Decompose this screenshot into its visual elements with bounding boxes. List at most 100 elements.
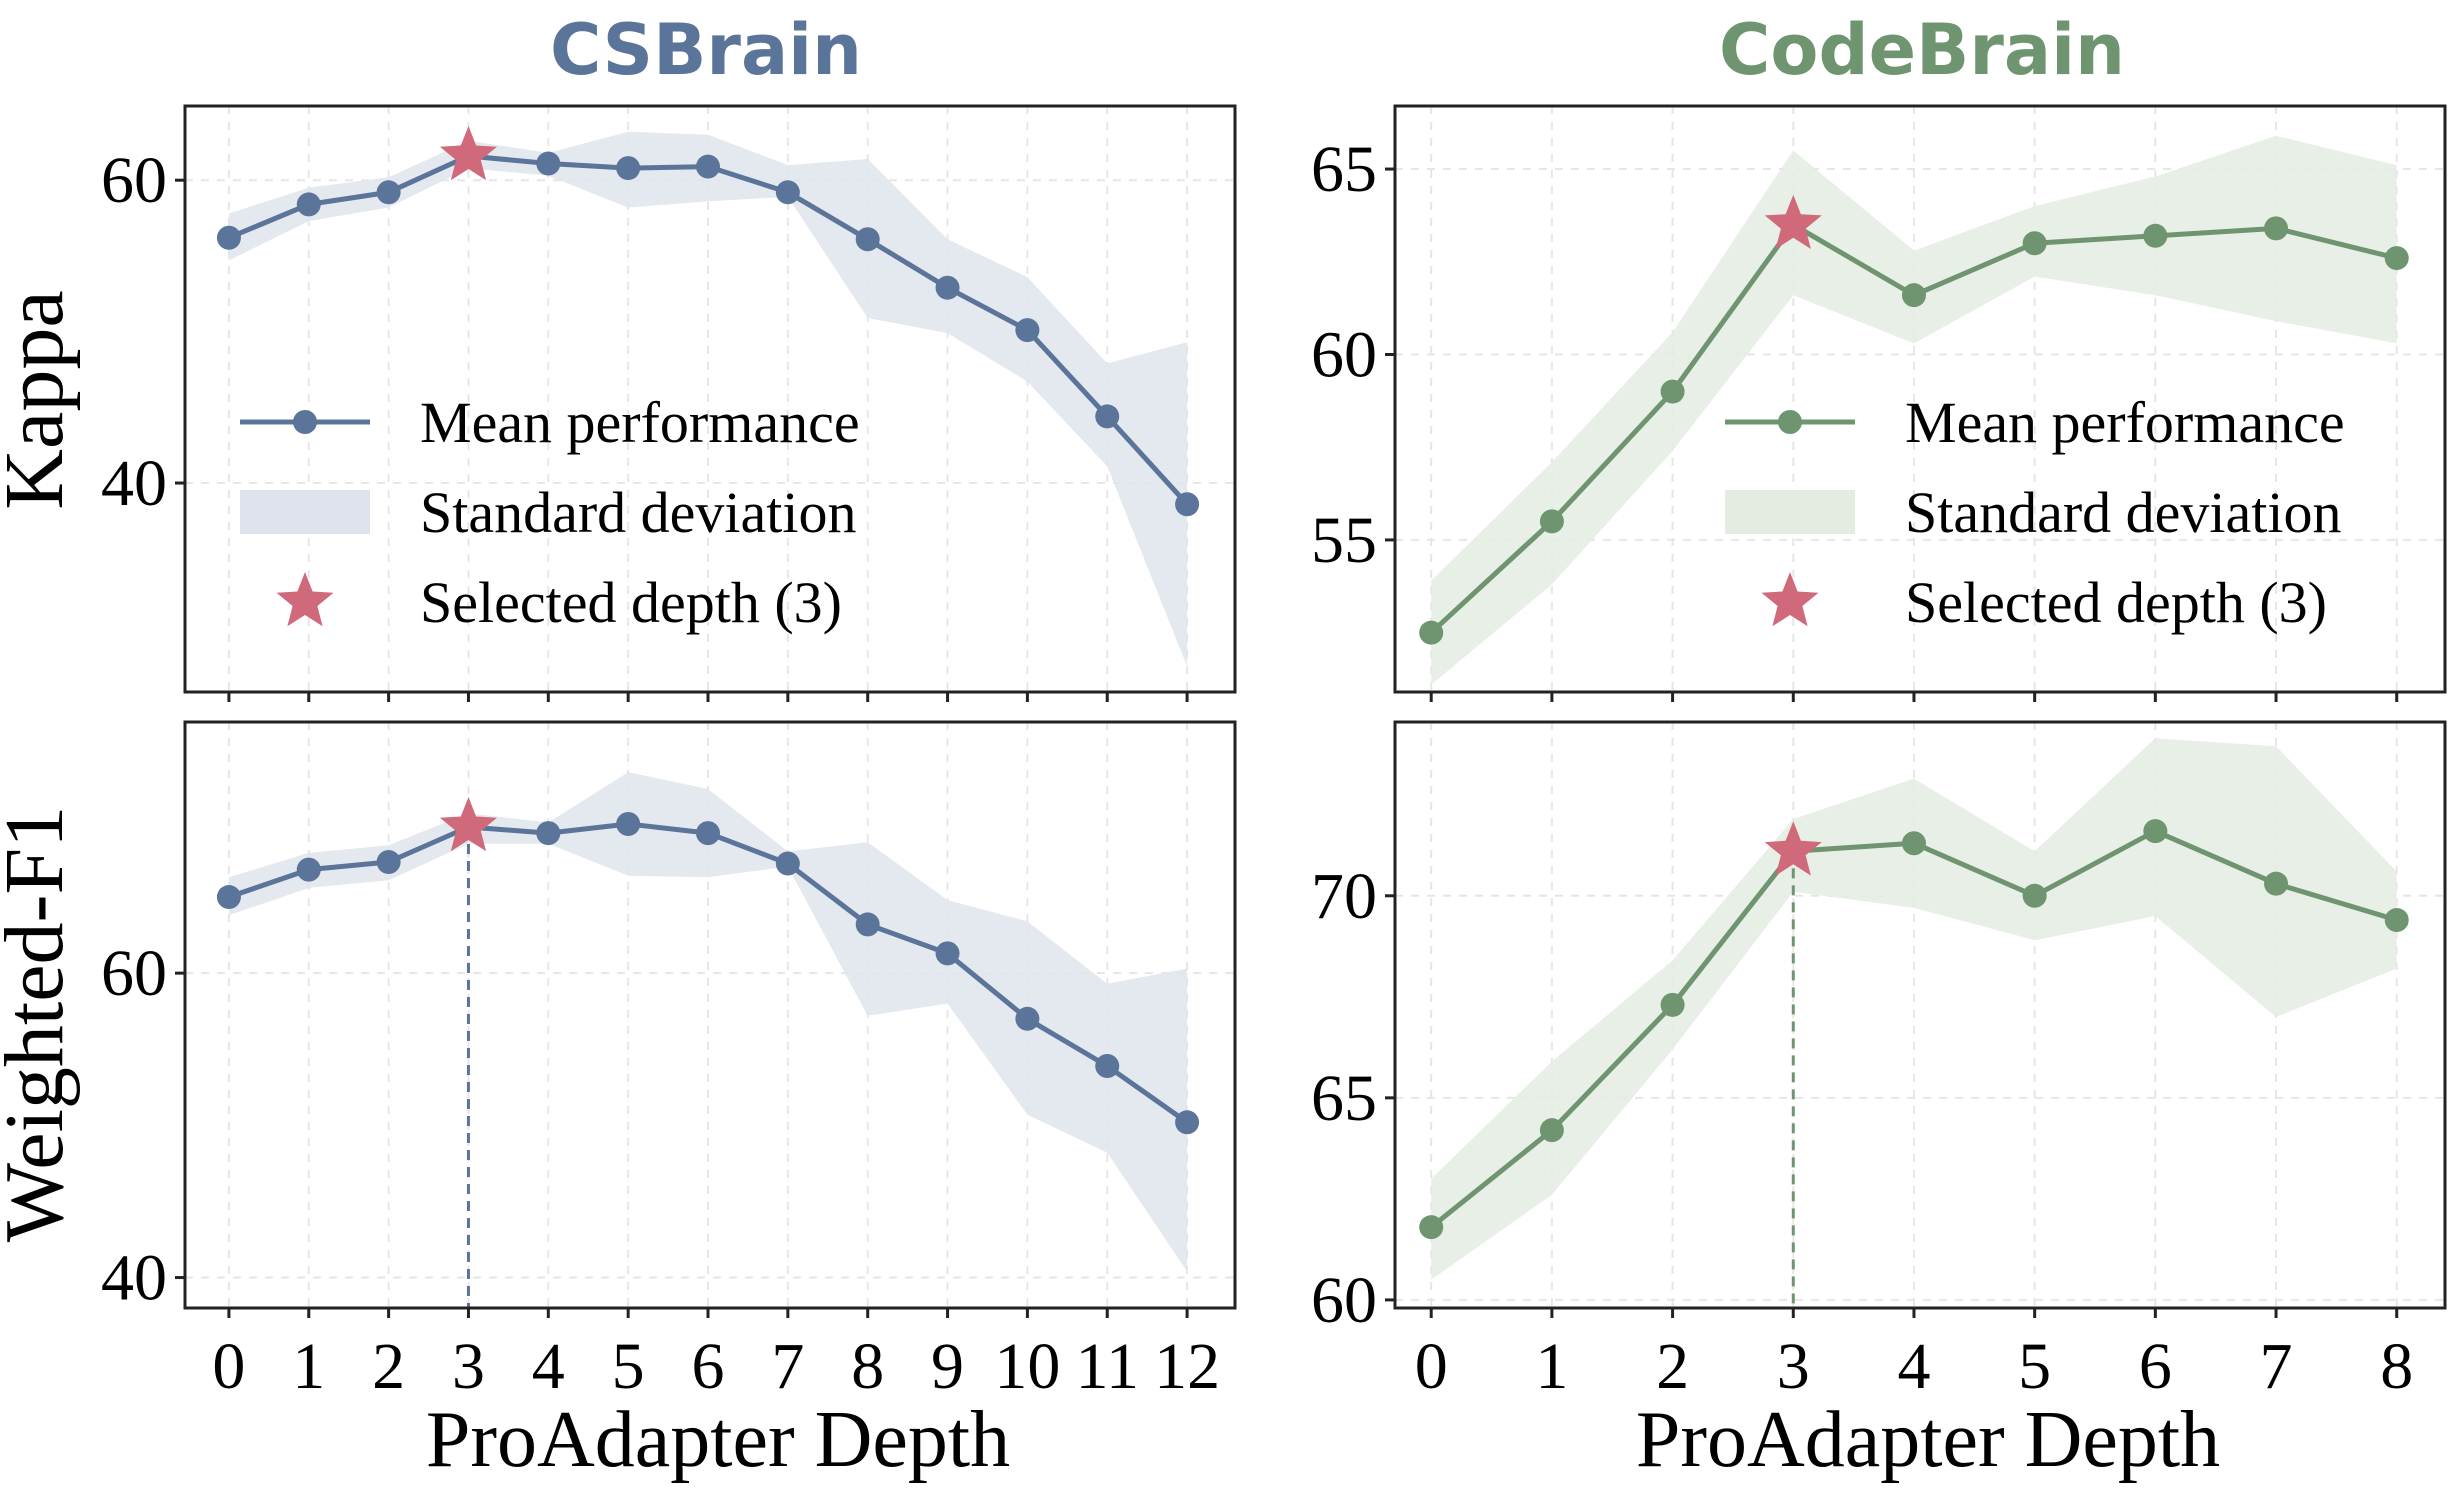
data-point	[1901, 283, 1926, 308]
std-band	[1431, 738, 2397, 1280]
x-axis-label-csbrain: ProAdapter Depth	[426, 1396, 1010, 1484]
std-band	[1431, 135, 2397, 685]
data-point	[696, 821, 721, 846]
data-point	[855, 227, 880, 252]
x-tick-label: 11	[1075, 1330, 1139, 1403]
x-tick-label: 7	[771, 1330, 804, 1403]
data-point	[1539, 509, 1564, 534]
legend-label-selected: Selected depth (3)	[420, 570, 842, 635]
data-point	[296, 857, 321, 882]
x-tick-label: 6	[692, 1330, 725, 1403]
data-point	[376, 180, 401, 205]
data-point	[2143, 223, 2168, 248]
x-tick-label: 6	[2139, 1330, 2172, 1403]
x-tick-label: 4	[1897, 1330, 1930, 1403]
legend-mean-marker	[293, 410, 317, 434]
legend-mean-marker	[1778, 410, 1802, 434]
data-point	[216, 885, 241, 910]
column-title-codebrain: CodeBrain	[1719, 9, 2125, 91]
data-point	[2264, 216, 2289, 241]
y-tick-label: 60	[1311, 1264, 1377, 1337]
data-point	[2143, 819, 2168, 844]
x-tick-label: 1	[292, 1330, 325, 1403]
data-point	[935, 941, 960, 966]
legend-std-swatch	[240, 490, 370, 534]
selected-depth-star	[439, 797, 497, 852]
y-tick-label: 60	[101, 937, 167, 1010]
x-tick-label: 2	[1656, 1330, 1689, 1403]
data-point	[696, 154, 721, 179]
plot-frame	[1393, 104, 2447, 694]
x-axis-label-codebrain: ProAdapter Depth	[1636, 1396, 2220, 1484]
data-point	[1901, 831, 1926, 856]
x-tick-label: 0	[1415, 1330, 1448, 1403]
x-tick-label: 9	[931, 1330, 964, 1403]
data-point	[1015, 318, 1040, 343]
data-point	[1419, 1215, 1444, 1240]
legend-label-std: Standard deviation	[1905, 480, 2342, 545]
row-label-kappa: Kappa	[0, 290, 81, 509]
x-tick-label: 1	[1535, 1330, 1568, 1403]
y-tick-label: 60	[101, 144, 167, 217]
x-tick-label: 0	[212, 1330, 245, 1403]
data-point	[2384, 908, 2409, 933]
plot-frame	[183, 104, 1237, 694]
data-point	[2264, 871, 2289, 896]
x-tick-label: 3	[1777, 1330, 1810, 1403]
std-band	[228, 131, 1188, 667]
data-point	[935, 275, 960, 300]
data-point	[216, 225, 241, 250]
plot-frame	[183, 720, 1237, 1310]
panel-codebrain-weighted-f1: 60 65 70 0 1 2 3 4 5 6 7 8	[1311, 720, 2447, 1403]
x-tick-label: 8	[2380, 1330, 2413, 1403]
column-title-csbrain: CSBrain	[550, 9, 862, 91]
legend-label-mean: Mean performance	[1905, 390, 2345, 455]
selected-depth-star	[439, 126, 497, 181]
y-tick-label: 40	[101, 1242, 167, 1315]
legend-label-mean: Mean performance	[420, 390, 860, 455]
panel-csbrain-kappa: 40 60 Mean performance Standard deviation Se…	[101, 104, 1237, 702]
y-tick-label: 60	[1311, 318, 1377, 391]
data-point	[775, 851, 800, 876]
selected-depth-star	[1764, 194, 1822, 249]
data-point	[376, 850, 401, 875]
legend-star-swatch	[1761, 572, 1819, 627]
data-point	[2022, 883, 2047, 908]
x-tick-label: 10	[994, 1330, 1060, 1403]
y-tick-label: 55	[1311, 504, 1377, 577]
legend-std-swatch	[1725, 490, 1855, 534]
data-point	[1095, 1053, 1120, 1078]
selected-depth-star	[1764, 821, 1822, 876]
y-tick-label: 40	[101, 447, 167, 520]
data-point	[1660, 992, 1685, 1017]
x-tick-label: 12	[1154, 1330, 1220, 1403]
x-tick-label: 5	[2018, 1330, 2051, 1403]
plot-frame	[1393, 720, 2447, 1310]
data-point	[2022, 231, 2047, 256]
legend-label-std: Standard deviation	[420, 480, 857, 545]
x-tick-label: 5	[612, 1330, 645, 1403]
data-point	[616, 156, 641, 181]
data-point	[536, 151, 561, 176]
data-point	[1015, 1006, 1040, 1031]
data-point	[616, 811, 641, 836]
data-point	[1539, 1118, 1564, 1143]
legend-star-swatch	[276, 572, 334, 627]
x-tick-label: 8	[851, 1330, 884, 1403]
x-tick-label: 4	[532, 1330, 565, 1403]
x-tick-label: 7	[2260, 1330, 2293, 1403]
y-tick-label: 70	[1311, 860, 1377, 933]
row-label-weighted-f1: Weighted-F1	[0, 806, 81, 1243]
data-point	[1419, 620, 1444, 645]
data-point	[775, 180, 800, 205]
panel-codebrain-kappa: 55 60 65 Mean performance Standard deviation…	[1311, 104, 2447, 702]
data-point	[2384, 246, 2409, 271]
data-point	[855, 912, 880, 937]
std-band	[228, 772, 1188, 1272]
data-point	[1175, 492, 1200, 517]
x-tick-label: 2	[372, 1330, 405, 1403]
y-tick-label: 65	[1311, 133, 1377, 206]
y-tick-label: 65	[1311, 1062, 1377, 1135]
